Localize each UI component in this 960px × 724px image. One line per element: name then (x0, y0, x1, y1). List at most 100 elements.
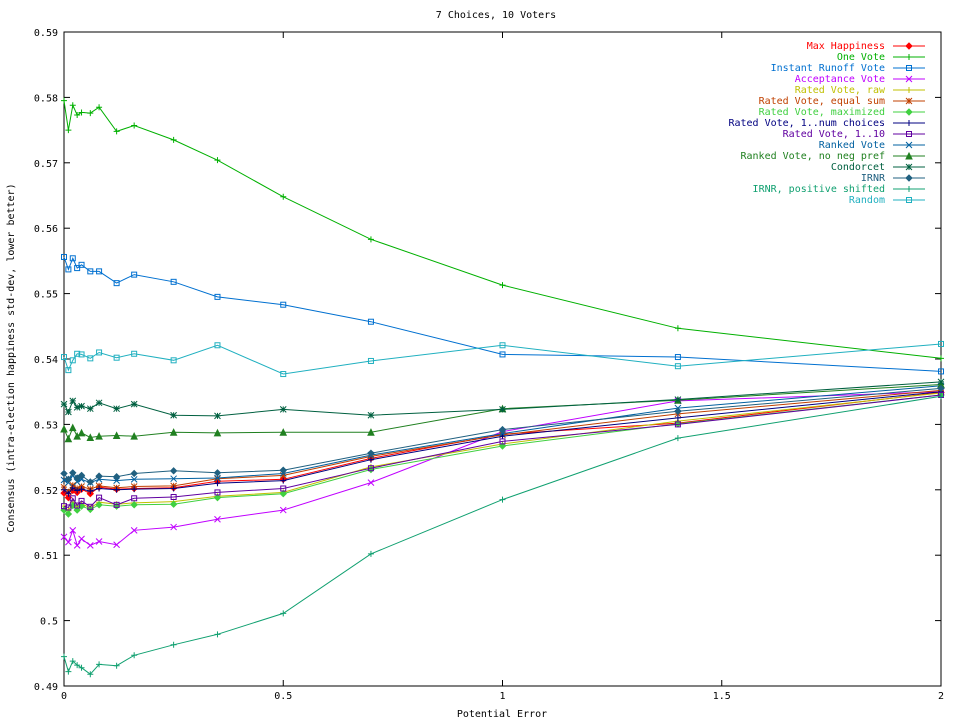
data-point (367, 456, 374, 463)
legend-entry: Instant Runoff Vote (771, 63, 925, 74)
y-tick-label: 0.55 (34, 290, 58, 301)
series-layer (60, 97, 945, 678)
data-point (214, 157, 221, 164)
data-point (938, 393, 944, 400)
data-point (170, 278, 177, 285)
data-point (87, 355, 94, 362)
data-point (96, 661, 103, 668)
data-point (169, 500, 178, 508)
data-point (61, 97, 67, 104)
data-point (69, 469, 77, 477)
legend-label: Acceptance Vote (795, 74, 885, 85)
data-point (170, 523, 177, 531)
data-point (906, 186, 912, 192)
chart-title: 7 Choices, 10 Voters (436, 10, 556, 21)
series-line (63, 391, 942, 547)
data-point (112, 473, 121, 481)
series-3 (61, 253, 944, 375)
y-tick-label: 0.56 (34, 224, 58, 235)
data-point (131, 652, 138, 659)
data-point (113, 128, 120, 135)
data-point (96, 485, 103, 492)
x-tick-label: 1.5 (713, 691, 731, 702)
data-point (674, 414, 681, 421)
legend-label: Ranked Vote (819, 140, 885, 151)
y-tick-label: 0.5 (40, 617, 58, 628)
data-point (74, 502, 81, 509)
data-point (367, 428, 375, 436)
data-point (74, 487, 81, 494)
series-10 (60, 382, 945, 486)
data-point (367, 318, 374, 325)
data-point (367, 465, 374, 472)
data-point (214, 293, 221, 300)
data-point (130, 432, 138, 440)
data-point (499, 496, 506, 503)
data-point (78, 486, 85, 493)
data-point (130, 400, 138, 408)
data-point (906, 120, 912, 126)
data-point (367, 411, 375, 419)
legend-entry: Random (849, 195, 925, 206)
data-point (65, 127, 72, 134)
legend-label: Rated Vote, maximized (759, 107, 885, 118)
data-point (69, 357, 76, 364)
data-point (279, 506, 287, 514)
data-point (61, 354, 67, 361)
data-point (95, 538, 103, 545)
data-point (214, 631, 221, 638)
data-point (674, 407, 682, 416)
data-point (170, 485, 177, 492)
data-point (938, 340, 944, 347)
data-point (74, 350, 81, 357)
data-point (87, 110, 94, 117)
data-point (279, 406, 287, 413)
data-point (64, 510, 73, 518)
data-point (367, 357, 374, 364)
series-line (63, 394, 942, 509)
legend-label: Rated Vote, 1..10 (783, 129, 885, 140)
data-point (112, 431, 121, 440)
data-point (170, 493, 177, 500)
y-axis-label: Consensus (intra-election happiness std-… (6, 183, 17, 532)
legend-entry: Ranked Vote (819, 140, 925, 151)
x-tick-label: 2 (938, 691, 944, 702)
series-line (63, 394, 942, 515)
x-tick-label: 0 (61, 691, 67, 702)
data-point (61, 653, 67, 660)
data-point (60, 424, 68, 433)
data-point (905, 163, 913, 171)
data-point (130, 475, 138, 483)
legend-label: Rated Vote, raw (795, 85, 886, 96)
series-line (63, 100, 942, 359)
data-point (280, 193, 287, 200)
data-point (87, 503, 94, 510)
data-point (905, 108, 913, 116)
y-tick-label: 0.49 (34, 682, 58, 693)
legend-label: Rated Vote, equal sum (759, 96, 885, 107)
data-point (906, 87, 912, 93)
data-point (113, 477, 120, 484)
x-axis-label: Potential Error (457, 709, 547, 720)
data-point (96, 349, 103, 356)
data-point (95, 399, 103, 407)
data-point (213, 428, 222, 437)
data-point (906, 54, 912, 60)
legend-entry: IRNR, positive shifted (753, 184, 925, 195)
data-point (95, 501, 103, 509)
data-point (86, 405, 94, 413)
data-point (499, 351, 506, 358)
data-point (213, 493, 222, 502)
data-point (214, 412, 221, 420)
series-4 (60, 388, 945, 549)
data-point (280, 610, 287, 617)
data-point (130, 469, 138, 478)
legend-label: Ranked Vote, no neg pref (741, 151, 886, 162)
data-point (69, 495, 76, 502)
data-point (78, 664, 85, 671)
legend-label: Rated Vote, 1..num choices (728, 118, 885, 129)
series-2 (61, 97, 944, 362)
legend-entry: Rated Vote, raw (795, 85, 925, 96)
y-tick-label: 0.53 (34, 420, 58, 431)
